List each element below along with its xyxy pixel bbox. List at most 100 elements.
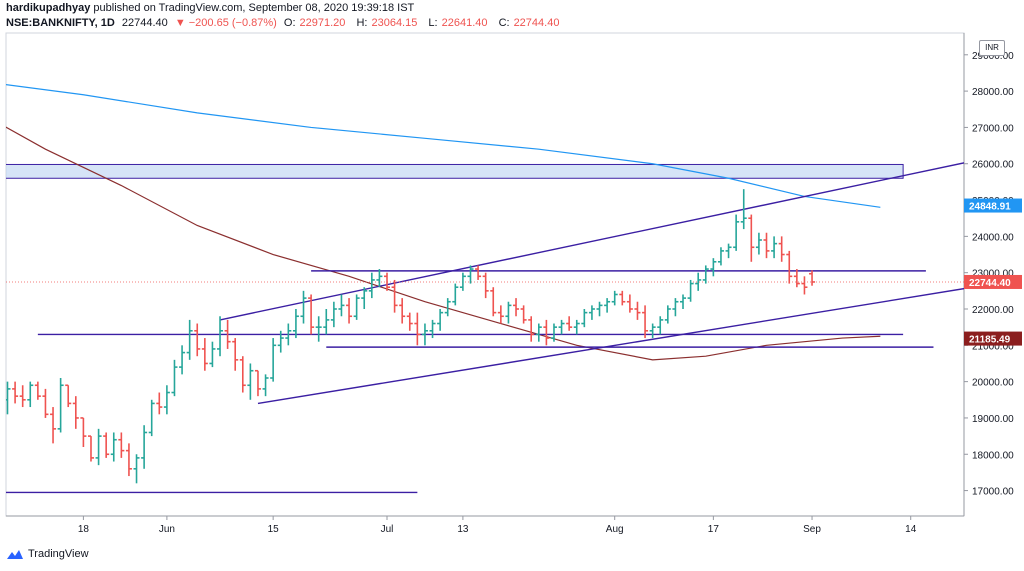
ohlc-bar xyxy=(179,345,186,375)
price-badge-label: 21185.49 xyxy=(969,335,1011,346)
ohlc-bar xyxy=(110,432,117,462)
symbol-label[interactable]: NSE:BANKNIFTY, 1D xyxy=(6,17,115,29)
x-tick-label: Jun xyxy=(159,524,175,535)
y-tick-label: 29000.00 xyxy=(972,51,1014,62)
ohlc-bar xyxy=(300,290,307,324)
ohlc-bar xyxy=(459,272,466,291)
ohlc-bar xyxy=(141,425,148,469)
ohlc-bar xyxy=(475,265,482,280)
ohlc-bar xyxy=(391,279,398,313)
ohlc-bar xyxy=(118,432,125,458)
ohlc-bar xyxy=(406,312,413,331)
ohlc-bar xyxy=(657,316,664,335)
ohlc-bar xyxy=(224,319,231,349)
y-tick-label: 22000.00 xyxy=(972,305,1014,316)
x-tick-label: Aug xyxy=(606,524,624,535)
ohlc-bar xyxy=(95,428,102,466)
ohlc-bar xyxy=(588,305,595,320)
ohlc-bar xyxy=(217,316,224,357)
ohlc-bar xyxy=(103,432,110,458)
high-label: H: 23064.15 xyxy=(356,17,418,29)
ohlc-bar xyxy=(543,319,550,346)
ohlc-bar xyxy=(125,443,132,477)
ohlc-bar xyxy=(254,369,261,397)
ohlc-bar xyxy=(270,338,277,382)
moving-average-blue xyxy=(6,84,881,208)
ohlc-bar xyxy=(809,270,816,286)
ohlc-bar xyxy=(778,236,785,262)
ohlc-bar xyxy=(156,392,163,415)
ohlc-bar xyxy=(239,356,246,393)
price-badge xyxy=(964,331,1022,346)
x-tick-label: 14 xyxy=(905,524,917,535)
ohlc-bar xyxy=(482,272,489,299)
ohlc-bar xyxy=(384,272,390,291)
ohlc-bar xyxy=(763,232,770,259)
ohlc-bar xyxy=(209,341,216,368)
ohlc-bar xyxy=(801,276,808,295)
last-price: 22744.40 xyxy=(121,17,168,29)
ohlc-bar xyxy=(80,417,87,447)
ohlc-bar xyxy=(19,385,26,408)
y-tick-label: 24000.00 xyxy=(972,232,1014,243)
y-tick-label: 21000.00 xyxy=(972,341,1014,352)
resistance-zone xyxy=(6,163,904,179)
ohlc-bar xyxy=(505,301,512,324)
ohlc-bar xyxy=(672,298,679,317)
ohlc-bar xyxy=(232,338,239,371)
ohlc-bar xyxy=(6,381,11,415)
ohlc-bar xyxy=(429,319,436,339)
ohlc-bar xyxy=(755,232,762,255)
ohlc-bar xyxy=(34,381,41,400)
y-tick-label: 27000.00 xyxy=(972,123,1014,134)
x-tick-label: 17 xyxy=(708,524,720,535)
ohlc-bar xyxy=(566,316,573,331)
y-tick-label: 23000.00 xyxy=(972,269,1014,280)
ohlc-bar xyxy=(57,378,64,433)
publisher-name[interactable]: hardikupadhyay xyxy=(6,2,91,14)
ohlc-bar xyxy=(308,294,315,335)
ohlc-bar xyxy=(262,374,269,397)
price-change: ▼ −200.65 (−0.87%) xyxy=(174,17,277,29)
low-value: 22641.40 xyxy=(441,17,488,29)
ohlc-bar xyxy=(444,298,451,317)
ohlc-bar xyxy=(194,323,201,357)
ohlc-bar xyxy=(702,265,709,284)
x-tick-label: Jul xyxy=(381,524,394,535)
ohlc-bar xyxy=(725,243,732,259)
ohlc-bar xyxy=(793,269,800,288)
ohlc-bar xyxy=(619,290,626,306)
y-tick-label: 19000.00 xyxy=(972,414,1014,425)
y-tick-label: 26000.00 xyxy=(972,160,1014,171)
ohlc-bar xyxy=(247,363,254,400)
footer-brand[interactable]: TradingView xyxy=(6,548,89,560)
ohlc-bar xyxy=(171,359,178,397)
ohlc-bar xyxy=(42,388,49,418)
price-badge xyxy=(964,198,1022,213)
ohlc-bar xyxy=(717,247,724,266)
tradingview-logo-icon xyxy=(7,550,23,559)
ohlc-bar xyxy=(87,435,94,462)
ohlc-bar xyxy=(330,301,337,328)
ohlc-bar xyxy=(634,301,641,320)
ohlc-bar xyxy=(27,381,34,408)
symbol-legend: NSE:BANKNIFTY, 1D 22744.40 ▼ −200.65 (−0… xyxy=(6,17,567,29)
ohlc-bar xyxy=(353,294,360,320)
ohlc-bar xyxy=(786,250,793,284)
currency-badge[interactable]: INR xyxy=(979,40,1005,56)
ohlc-bar xyxy=(733,214,740,251)
ohlc-bar xyxy=(695,272,702,291)
ohlc-bar xyxy=(573,319,580,335)
ohlc-bar xyxy=(771,236,778,259)
ohlc-bar xyxy=(12,381,19,404)
ohlc-bar xyxy=(664,305,671,324)
ohlc-bar xyxy=(497,305,504,324)
ohlc-bar xyxy=(467,265,474,284)
ohlc-bar xyxy=(550,323,557,342)
ohlc-bar xyxy=(581,309,588,328)
ohlc-bar xyxy=(186,319,193,360)
price-badge-label: 22744.40 xyxy=(969,278,1011,289)
open-label: O: 22971.20 xyxy=(283,17,346,29)
ohlc-bar xyxy=(680,294,687,309)
